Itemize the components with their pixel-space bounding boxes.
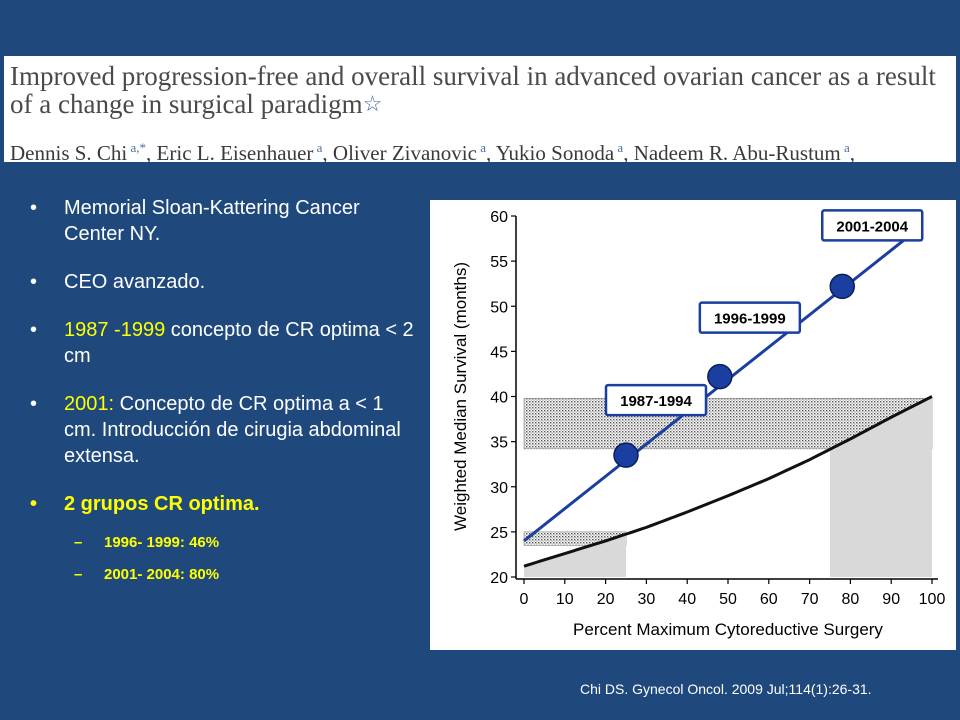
bullet-2001: 2001: Concepto de CR optima a < 1 cm. In… <box>30 391 420 469</box>
paper-header <box>4 56 956 162</box>
x-tick-label-80: 80 <box>842 591 860 608</box>
author-1-marks: a,* <box>127 140 147 155</box>
y-tick-label-45: 45 <box>490 344 508 361</box>
paper-title-text: Improved progression-free and overall su… <box>10 61 936 119</box>
bullet-1987: 1987 -1999 concepto de CR optima < 2 cm <box>30 317 420 369</box>
y-tick-label-35: 35 <box>490 435 508 452</box>
bullet-list: Memorial Sloan-Kattering Cancer Center N… <box>30 195 420 597</box>
bullet-ceo: CEO avanzado. <box>30 269 420 295</box>
shaded-region-1 <box>524 534 626 577</box>
x-tick-label-50: 50 <box>719 591 737 608</box>
sub-bullet-2001: 2001- 2004: 80% <box>30 565 420 585</box>
data-label-box-2001-2004 <box>820 209 924 242</box>
author-5: , Nadeem R. Abu-Rustum <box>623 141 841 165</box>
paper-title: Improved progression-free and overall su… <box>10 62 950 118</box>
y-axis-title: Weighted Median Survival (months) <box>451 262 470 531</box>
chart-panel: 20 25 30 35 40 45 50 55 60 0 10 20 30 40 50 60 70 80 90 100… <box>430 200 956 650</box>
bullet-center: Memorial Sloan-Kattering Cancer Center N… <box>30 195 420 247</box>
x-tick-label-90: 90 <box>882 591 900 608</box>
bullet-2001-year: 2001: <box>64 393 115 415</box>
x-tick-label-40: 40 <box>678 591 696 608</box>
x-tick-label-60: 60 <box>760 591 778 608</box>
y-tick-label-40: 40 <box>490 390 508 407</box>
y-tick-label-60: 60 <box>490 209 508 226</box>
bullet-1987-years: 1987 -1999 <box>64 319 166 341</box>
data-point-1987-1994 <box>613 442 639 468</box>
x-tick-label-0: 0 <box>520 591 529 608</box>
x-tick-label-100: 100 <box>919 591 946 608</box>
citation: Chi DS. Gynecol Oncol. 2009 Jul;114(1):2… <box>580 681 872 697</box>
author-1: Dennis S. Chi <box>10 141 128 165</box>
y-tick-label-20: 20 <box>490 570 508 587</box>
author-3: , Oliver Zivanovic <box>322 141 477 165</box>
survival-chart: 20 25 30 35 40 45 50 55 60 0 10 20 30 40 50 60 70 80 90 100… <box>451 209 946 639</box>
star-icon: ☆ <box>362 91 383 116</box>
author-4: , Yukio Sonoda <box>486 141 615 165</box>
data-label-box-1987-1994 <box>604 383 708 417</box>
y-tick-label-55: 55 <box>490 254 508 271</box>
data-label-2001-2004: 2001-2004 <box>836 218 908 235</box>
paper-authors: Dennis S. Chi a,*, Eric L. Eisenhauer a,… <box>10 136 950 166</box>
author-2: , Eric L. Eisenhauer <box>146 141 314 165</box>
series-line-black <box>523 395 933 568</box>
y-tick-label-25: 25 <box>490 525 508 542</box>
x-axis-title: Percent Maximum Cytoreductive Surgery <box>573 620 883 639</box>
author-2-marks: a <box>313 140 323 155</box>
y-tick-label-50: 50 <box>490 299 508 316</box>
shaded-region-2 <box>830 396 932 577</box>
bullet-groups: 2 grupos CR optima. <box>30 491 420 517</box>
author-6: , <box>849 141 856 165</box>
bullet-1987-text: concepto de CR optima < 2 cm <box>64 319 414 367</box>
author-4-marks: a <box>614 140 624 155</box>
x-tick-label-10: 10 <box>556 591 574 608</box>
sub-bullet-1996: 1996- 1999: 46% <box>30 533 420 553</box>
x-tick-label-20: 20 <box>597 591 615 608</box>
y-tick-label-30: 30 <box>490 480 508 497</box>
author-3-marks: a <box>476 140 486 155</box>
data-point-1996-1999 <box>707 363 733 390</box>
data-label-1996-1999: 1996-1999 <box>714 311 786 328</box>
x-tick-label-30: 30 <box>638 591 656 608</box>
x-tick-label-70: 70 <box>801 591 819 608</box>
data-label-1987-1994: 1987-1994 <box>620 393 692 410</box>
bullet-2001-text: Concepto de CR optima a < 1 cm. Introduc… <box>64 393 401 467</box>
author-5-marks: a <box>840 140 850 155</box>
data-label-box-1996-1999 <box>698 301 802 334</box>
data-point-2001-2004 <box>829 273 855 300</box>
